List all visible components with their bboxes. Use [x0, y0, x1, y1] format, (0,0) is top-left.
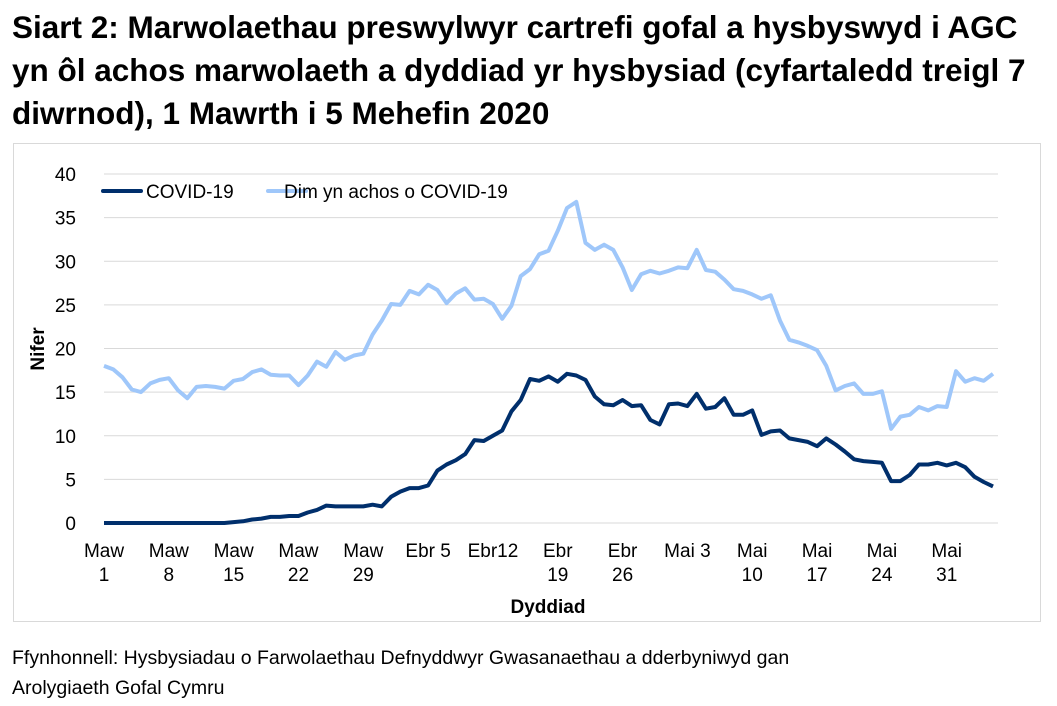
- x-tick-label: Ebr 5: [405, 541, 450, 562]
- y-tick-label: 25: [55, 296, 76, 317]
- x-tick-label: 29: [353, 565, 374, 586]
- y-tick-label: 15: [55, 383, 76, 404]
- source-line: Arolygiaeth Gofal Cymru: [12, 677, 225, 699]
- x-tick-label: 26: [612, 565, 633, 586]
- source-note: Ffynhonnell: Hysbysiadau o Farwolaethau …: [12, 643, 789, 703]
- y-tick-label: 30: [55, 252, 76, 273]
- x-tick-label: Maw: [149, 541, 189, 562]
- y-tick-label: 35: [55, 209, 76, 230]
- x-tick-label: 8: [164, 565, 175, 586]
- x-tick-label: 10: [742, 565, 763, 586]
- x-tick-label: 15: [223, 565, 244, 586]
- x-tick-label: Maw: [343, 541, 383, 562]
- y-tick-label: 5: [65, 470, 76, 491]
- x-tick-label: 17: [806, 565, 827, 586]
- y-axis-label: Nifer: [28, 327, 49, 371]
- x-tick-label: Maw: [84, 541, 124, 562]
- series-line-0: [104, 371, 994, 525]
- x-tick-label: Mai: [931, 541, 962, 562]
- x-tick-label: 22: [288, 565, 309, 586]
- x-tick-label: Mai: [802, 541, 833, 562]
- chart-area: [13, 143, 1041, 622]
- series-line-1: [103, 199, 995, 431]
- legend-label: Dim yn achos o COVID-19: [284, 182, 508, 203]
- chart-title: Siart 2: Marwolaethau preswylwyr cartref…: [12, 9, 1026, 131]
- x-tick-label: Mai: [867, 541, 898, 562]
- x-tick-label: 19: [547, 565, 568, 586]
- x-tick-label: Maw: [278, 541, 318, 562]
- x-tick-label: Ebr12: [468, 541, 519, 562]
- x-tick-label: Mai 3: [664, 541, 710, 562]
- x-tick-label: Mai: [737, 541, 768, 562]
- source-line: Ffynhonnell: Hysbysiadau o Farwolaethau …: [12, 647, 790, 669]
- x-tick-label: Maw: [214, 541, 254, 562]
- x-tick-label: 31: [936, 565, 957, 586]
- y-tick-label: 40: [55, 165, 76, 186]
- x-axis-label: Dyddiad: [511, 597, 586, 618]
- x-tick-label: Ebr: [543, 541, 573, 562]
- y-tick-label: 20: [55, 340, 76, 361]
- y-tick-label: 10: [55, 427, 76, 448]
- x-tick-label: 24: [871, 565, 893, 586]
- x-tick-label: Ebr: [608, 541, 638, 562]
- y-tick-label: 0: [65, 514, 76, 535]
- x-tick-label: 1: [99, 565, 110, 586]
- legend-label: COVID-19: [146, 182, 234, 203]
